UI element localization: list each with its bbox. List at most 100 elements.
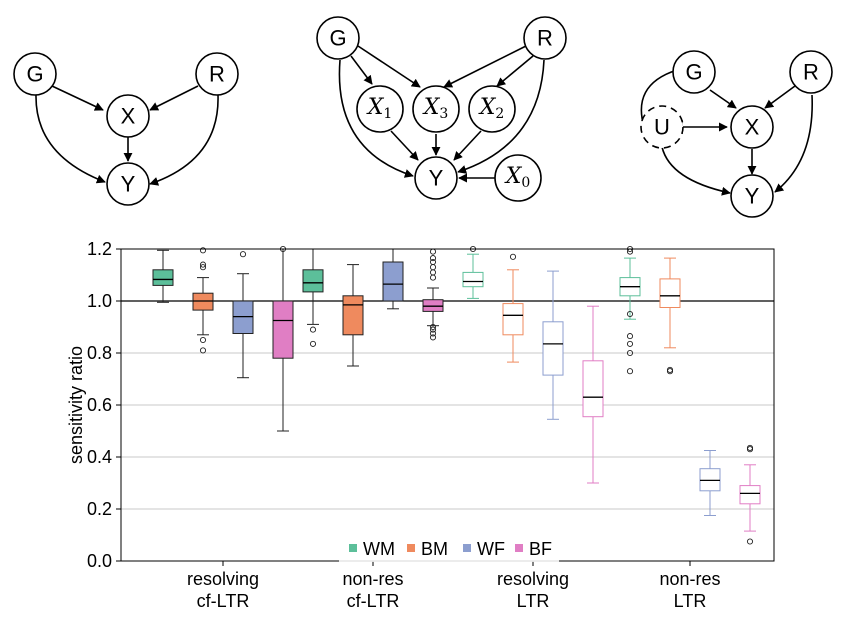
outlier-point: [429, 334, 437, 341]
node-u-latent: U: [640, 105, 684, 149]
outlier-point: [239, 251, 247, 258]
outlier-point: [429, 269, 437, 276]
y-tick-label: 0.0: [87, 551, 112, 571]
legend-swatch-bm: [407, 544, 415, 552]
edge-r-y: [774, 94, 813, 193]
x-tick-label: non-res: [659, 569, 720, 589]
outlier-point: [746, 444, 754, 451]
box-bm-group-4: [659, 257, 681, 375]
boxes: [152, 245, 761, 545]
edge-g-x: [709, 89, 737, 109]
node-label: R: [803, 60, 819, 85]
node-label: X3: [422, 95, 449, 123]
node-x2: X2: [468, 85, 516, 133]
box-bf-group-1: [272, 245, 294, 432]
outlier-point: [429, 264, 437, 271]
box-wm-group-4: [619, 245, 641, 375]
outlier-point: [626, 368, 634, 375]
outlier-point: [199, 347, 207, 354]
outlier-point: [626, 340, 634, 347]
box-wf-group-4: [699, 450, 721, 516]
legend: WM BM WF BF: [339, 534, 559, 562]
y-axis: 0.0 0.2 0.4 0.6 0.8 1.0 1.2: [87, 239, 121, 571]
node-label: G: [329, 26, 346, 51]
node-label: X2: [478, 95, 505, 123]
box-iqr: [152, 269, 174, 286]
node-label: X: [121, 104, 136, 129]
x-axis: resolvingcf-LTRnon-rescf-LTRresolvingLTR…: [187, 561, 721, 611]
outlier-point: [429, 274, 437, 281]
box-wm-group-3: [462, 245, 484, 299]
node-x3: X3: [412, 85, 460, 133]
box-iqr: [542, 321, 564, 376]
node-g: G: [13, 52, 57, 96]
x-tick-label: resolving: [187, 569, 259, 589]
node-label: X1: [366, 95, 393, 123]
causal-diagram-3: G R U X Y: [640, 50, 833, 218]
edge-r-y: [457, 59, 545, 174]
outlier-point: [199, 264, 207, 271]
box-iqr: [272, 300, 294, 359]
box-iqr: [582, 360, 604, 418]
box-plot: 0.00.20.40.60.81.01.2 resolvingcf-LTRnon…: [66, 239, 775, 611]
outlier-point: [509, 253, 517, 260]
legend-swatch-bf: [515, 544, 523, 552]
box-bf-group-3: [582, 305, 604, 484]
outlier-point: [626, 333, 634, 340]
outlier-point: [429, 255, 437, 262]
box-iqr: [342, 295, 364, 336]
outlier-point: [309, 340, 317, 347]
edge-g-y: [338, 59, 414, 178]
outlier-point: [626, 310, 634, 318]
y-axis-label: sensitivity ratio: [66, 346, 86, 464]
box-iqr: [659, 278, 681, 308]
x-tick-label: LTR: [674, 591, 707, 611]
x-tick-label: cf-LTR: [347, 591, 400, 611]
x-tick-label: resolving: [497, 569, 569, 589]
box-bm-group-2: [342, 264, 364, 367]
edge-r-x: [149, 85, 199, 111]
edge-r-x2: [496, 55, 534, 87]
node-label: G: [26, 62, 43, 87]
x-tick-label: cf-LTR: [197, 591, 250, 611]
node-r: R: [195, 52, 239, 96]
edge-r-x: [764, 85, 796, 109]
y-tick-label: 0.8: [87, 343, 112, 363]
legend-label-wf: WF: [477, 539, 505, 559]
y-tick-label: 0.4: [87, 447, 112, 467]
outlier-point: [429, 330, 437, 337]
legend-label-bf: BF: [529, 539, 552, 559]
node-y: Y: [414, 156, 458, 200]
y-tick-label: 1.2: [87, 239, 112, 259]
node-r: R: [789, 50, 833, 94]
node-label: X0: [504, 164, 531, 192]
legend-label-bm: BM: [421, 539, 448, 559]
box-bf-group-4: [739, 444, 761, 545]
y-tick-label: 0.6: [87, 395, 112, 415]
box-wm-group-1: [152, 249, 174, 303]
y-tick-label: 0.2: [87, 499, 112, 519]
node-x0: X0: [494, 154, 542, 202]
legend-item-wf: WF: [463, 539, 505, 559]
legend-label-wm: WM: [363, 539, 395, 559]
legend-swatch-wf: [463, 544, 471, 552]
node-label: Y: [429, 166, 444, 191]
box-wf-group-2: [382, 248, 404, 310]
outlier-point: [199, 247, 207, 254]
edge-u-y: [661, 146, 731, 196]
node-g: G: [316, 16, 360, 60]
box-bm-group-3: [502, 253, 524, 363]
edge-g-y: [35, 94, 106, 184]
node-r: R: [523, 16, 567, 60]
node-g: G: [672, 50, 716, 94]
legend-item-bf: BF: [515, 539, 552, 559]
node-y: Y: [106, 162, 150, 206]
node-label: R: [537, 26, 553, 51]
edge-g-x1: [350, 55, 373, 85]
node-x1: X1: [356, 85, 404, 133]
legend-item-bm: BM: [407, 539, 448, 559]
outlier-point: [199, 261, 207, 268]
box-wm-group-2: [302, 248, 324, 347]
outlier-point: [429, 248, 437, 255]
